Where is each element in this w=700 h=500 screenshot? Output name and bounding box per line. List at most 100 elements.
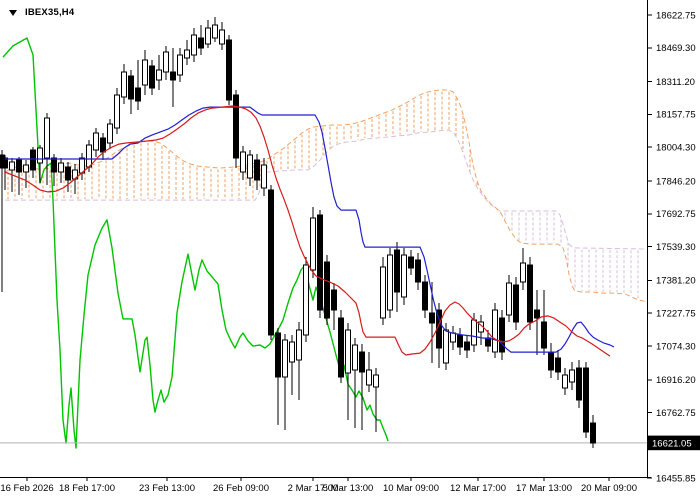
bid-badge-background bbox=[648, 435, 700, 451]
candle-body bbox=[233, 94, 239, 159]
candle-body bbox=[100, 137, 106, 153]
candle-body bbox=[422, 281, 428, 311]
price-tick-label: 17692.75 bbox=[656, 209, 696, 220]
candle-body bbox=[324, 261, 330, 319]
candle-body bbox=[513, 284, 519, 323]
tenkan-sen-line bbox=[4, 105, 611, 357]
price-tick-label: 18622.75 bbox=[656, 10, 696, 21]
candle-body bbox=[191, 34, 197, 56]
candle-body bbox=[499, 317, 505, 353]
candle-body bbox=[548, 351, 554, 371]
candle-body bbox=[387, 254, 393, 311]
candle-body bbox=[352, 344, 358, 371]
candle-body bbox=[128, 75, 134, 100]
candle-body bbox=[58, 162, 64, 173]
candle-body bbox=[359, 351, 365, 373]
candle-body bbox=[415, 259, 421, 283]
candle-body bbox=[37, 147, 43, 164]
candle-body bbox=[254, 159, 260, 181]
time-tick-label: 18 Feb 17:00 bbox=[59, 483, 115, 494]
kijun-sen bbox=[5, 106, 615, 353]
candle-body bbox=[184, 49, 190, 59]
candle-body bbox=[121, 71, 127, 98]
candle-body bbox=[261, 164, 267, 189]
candle-body bbox=[534, 309, 540, 319]
price-tick-label: 17846.20 bbox=[656, 176, 696, 187]
candle-body bbox=[590, 422, 596, 444]
candle-body bbox=[275, 332, 281, 378]
time-axis: 16 Feb 2026 18 Feb 17:00 23 Feb 13:00 26 Fe… bbox=[0, 477, 651, 494]
candle-body bbox=[23, 164, 29, 173]
candle-body bbox=[296, 329, 302, 361]
candle-body bbox=[240, 151, 246, 173]
candle-body bbox=[366, 369, 372, 386]
candle-body bbox=[576, 367, 582, 401]
time-tick-label: 10 Mar 09:00 bbox=[383, 483, 439, 494]
time-tick-label: 2 Mar 17:00 bbox=[288, 483, 339, 494]
candle-body bbox=[51, 157, 57, 173]
ichimoku-cloud bbox=[4, 89, 648, 303]
candle-body bbox=[373, 374, 379, 388]
price-tick-label: 16916.20 bbox=[656, 375, 696, 386]
candle-body bbox=[226, 39, 232, 101]
candle-body bbox=[457, 334, 463, 348]
candle-body bbox=[485, 337, 491, 347]
candle-body bbox=[345, 329, 351, 374]
candle-body bbox=[16, 159, 22, 173]
kijun-sen-line bbox=[5, 106, 615, 353]
candles-series bbox=[0, 17, 596, 448]
time-tick-label: 17 Mar 13:00 bbox=[516, 483, 572, 494]
candle-body bbox=[2, 157, 8, 169]
price-tick-label: 18311.20 bbox=[656, 77, 695, 88]
candle-body bbox=[380, 266, 386, 319]
candle-body bbox=[163, 51, 169, 73]
tenkan-sen bbox=[4, 105, 611, 357]
price-tick-label: 18004.30 bbox=[656, 143, 696, 154]
candle-body bbox=[562, 374, 568, 389]
senkou-span-b bbox=[5, 129, 648, 250]
time-tick-label: 20 Mar 09:00 bbox=[581, 483, 637, 494]
candle-body bbox=[282, 339, 288, 378]
candle-body bbox=[310, 217, 316, 271]
candle-body bbox=[317, 214, 323, 311]
price-tick-label: 17074.30 bbox=[656, 341, 696, 352]
candle-body bbox=[177, 54, 183, 76]
candle-body bbox=[520, 262, 526, 283]
symbol-label: IBEX35,H4 bbox=[9, 7, 74, 18]
candle-body bbox=[506, 282, 512, 316]
chikou-span-line bbox=[2, 37, 389, 449]
candle-body bbox=[289, 341, 295, 363]
bid-badge-value: 16621.05 bbox=[652, 439, 692, 450]
time-tick-label: 5 Mar 13:00 bbox=[323, 483, 374, 494]
chikou-span bbox=[2, 37, 389, 449]
price-tick-label: 16455.85 bbox=[656, 474, 696, 485]
candle-body bbox=[30, 149, 36, 171]
candle-body bbox=[44, 117, 50, 159]
candle-body bbox=[541, 321, 547, 349]
candle-body bbox=[170, 71, 176, 81]
time-tick-label: 16 Feb 2026 bbox=[0, 483, 53, 494]
price-tick-label: 16762.75 bbox=[656, 408, 696, 419]
price-tick-label: 17381.20 bbox=[656, 276, 696, 287]
candle-body bbox=[464, 341, 470, 351]
candle-body bbox=[303, 264, 309, 336]
candle-body bbox=[471, 319, 477, 346]
candle-body bbox=[156, 69, 162, 81]
time-tick-label: 23 Feb 13:00 bbox=[139, 483, 195, 494]
candle-body bbox=[93, 132, 99, 151]
candle-body bbox=[338, 317, 344, 378]
candle-body bbox=[527, 264, 533, 323]
candle-body bbox=[394, 249, 400, 293]
candle-body bbox=[247, 154, 253, 179]
candle-body bbox=[569, 369, 575, 383]
price-tick-label: 18469.30 bbox=[656, 43, 696, 54]
candle-body bbox=[268, 189, 274, 336]
candle-body bbox=[114, 94, 120, 129]
candle-body bbox=[86, 144, 92, 168]
candle-body bbox=[149, 65, 155, 89]
bid-price-badge: 16621.05 bbox=[648, 435, 700, 451]
candle-body bbox=[142, 59, 148, 86]
candle-body bbox=[555, 357, 561, 373]
